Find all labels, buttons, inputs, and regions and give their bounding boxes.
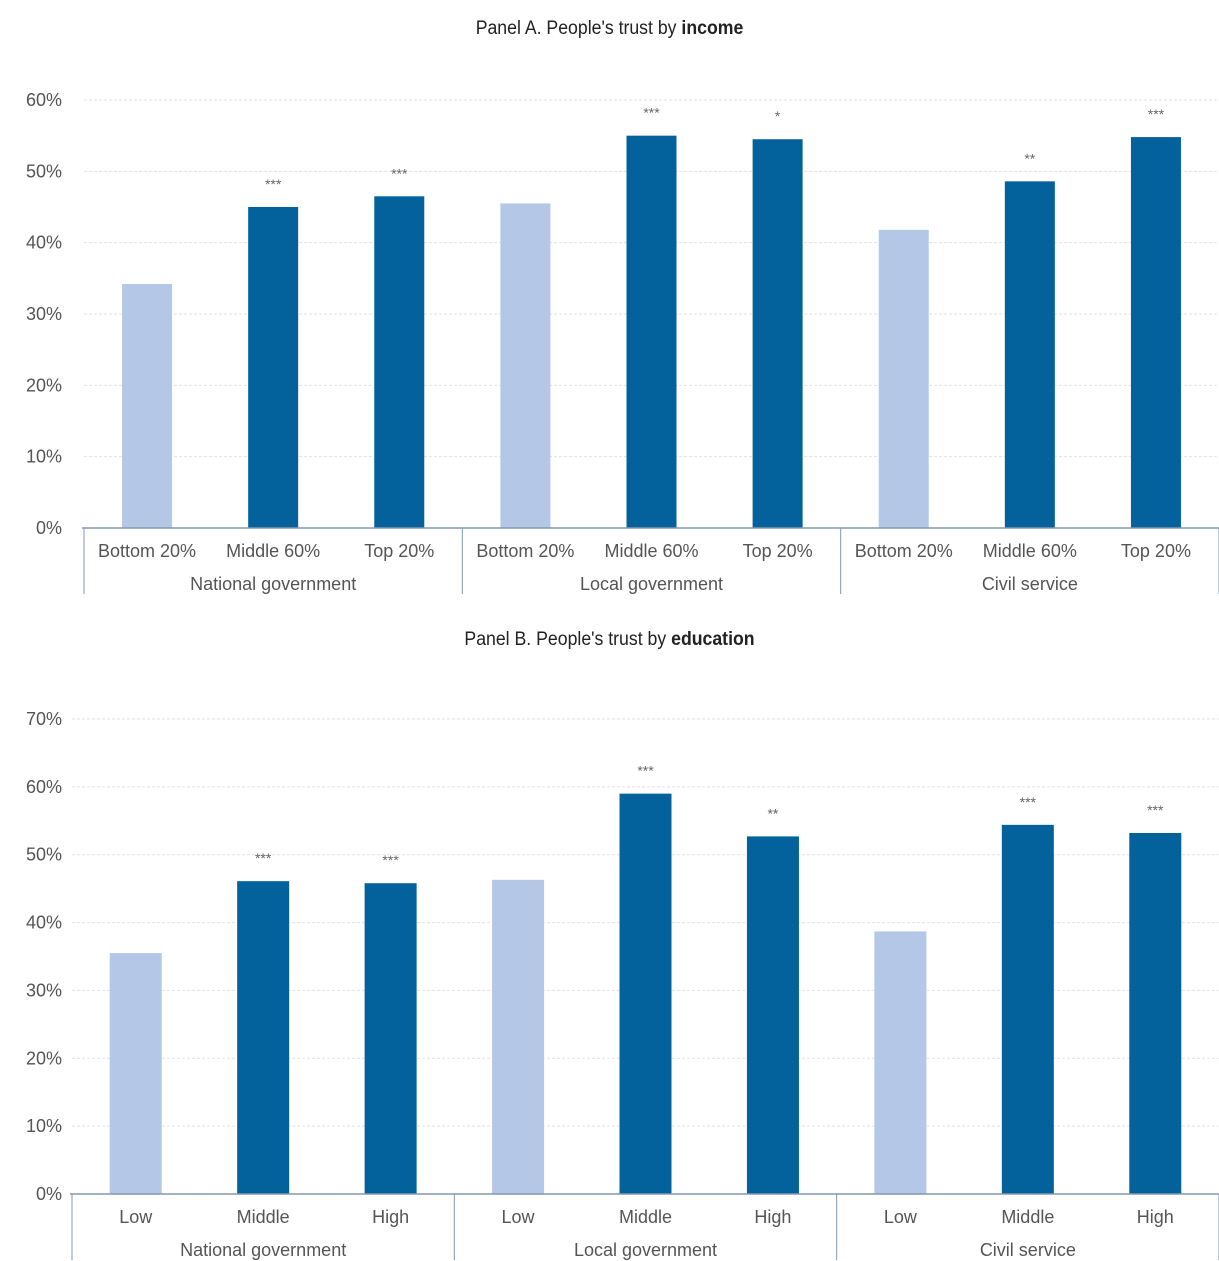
bar — [626, 135, 677, 528]
significance-marker: * — [775, 108, 781, 124]
x-category-label: Middle — [237, 1207, 290, 1227]
bar — [122, 284, 173, 528]
x-category-label: Low — [119, 1207, 153, 1227]
x-group-label: Civil service — [982, 574, 1078, 594]
bar — [237, 881, 290, 1194]
x-category-label: Top 20% — [743, 541, 813, 561]
bar — [1001, 824, 1054, 1194]
significance-marker: *** — [391, 165, 408, 181]
panel-b-title-bold: education — [671, 629, 755, 650]
y-tick-label: 70% — [26, 709, 62, 729]
y-tick-label: 20% — [26, 375, 62, 395]
bar — [878, 229, 929, 528]
panel-b-title: Panel B. People's trust by education — [43, 629, 1177, 651]
bar — [1130, 137, 1181, 529]
x-category-label: Low — [884, 1207, 918, 1227]
significance-marker: *** — [643, 105, 660, 121]
y-tick-label: 0% — [36, 1184, 62, 1204]
significance-marker: *** — [637, 763, 654, 779]
significance-marker: *** — [1020, 794, 1037, 810]
bar — [746, 836, 799, 1194]
chart-income: 0%10%20%30%40%50%60%Bottom 20%***Middle … — [26, 90, 1219, 594]
significance-marker: *** — [255, 850, 272, 866]
x-group-label: Civil service — [980, 1240, 1076, 1260]
bar — [374, 196, 425, 529]
y-tick-label: 10% — [26, 447, 62, 467]
panel-b-title-text: Panel B. People's trust by — [464, 629, 672, 650]
bar — [500, 203, 551, 528]
x-category-label: Middle — [1001, 1207, 1054, 1227]
x-category-label: Low — [502, 1207, 536, 1227]
x-group-label: National government — [190, 574, 356, 594]
significance-marker: *** — [382, 852, 399, 868]
y-tick-label: 50% — [26, 161, 62, 181]
x-group-label: National government — [180, 1240, 346, 1260]
bar — [1129, 833, 1182, 1194]
x-category-label: Middle 60% — [226, 541, 320, 561]
significance-marker: *** — [1148, 106, 1165, 122]
x-category-label: High — [372, 1207, 409, 1227]
y-tick-label: 20% — [26, 1048, 62, 1068]
x-category-label: High — [754, 1207, 791, 1227]
y-tick-label: 50% — [26, 845, 62, 865]
significance-marker: ** — [767, 805, 778, 821]
bar — [619, 793, 672, 1194]
x-category-label: Top 20% — [1121, 541, 1191, 561]
significance-marker: ** — [1024, 150, 1035, 166]
x-category-label: Bottom 20% — [855, 541, 953, 561]
x-category-label: Top 20% — [364, 541, 434, 561]
y-tick-label: 40% — [26, 233, 62, 253]
x-group-label: Local government — [580, 574, 723, 594]
bar — [364, 883, 417, 1194]
x-group-label: Local government — [574, 1240, 717, 1260]
x-category-label: Middle — [619, 1207, 672, 1227]
chart-education: 0% 10% 20% 30% 40% 50% 60% 70% Low *** Middle *** Hi… — [26, 709, 1219, 1260]
y-tick-label: 60% — [26, 777, 62, 797]
y-tick-label: 0% — [36, 518, 62, 538]
significance-marker: *** — [1147, 802, 1164, 818]
x-category-label: Bottom 20% — [476, 541, 574, 561]
bar — [1004, 181, 1055, 528]
y-tick-label: 40% — [26, 913, 62, 933]
y-tick-label: 10% — [26, 1116, 62, 1136]
bar — [248, 207, 299, 528]
y-tick-label: 30% — [26, 980, 62, 1000]
significance-marker: *** — [265, 176, 282, 192]
panel-a-title-text: Panel A. People's trust by — [475, 18, 682, 39]
panel-a-title: Panel A. People's trust by income — [43, 18, 1177, 40]
bar — [874, 931, 927, 1194]
x-category-label: Bottom 20% — [98, 541, 196, 561]
bar — [752, 139, 803, 528]
panel-a-title-bold: income — [681, 18, 744, 39]
y-tick-label: 60% — [26, 90, 62, 110]
x-category-label: High — [1137, 1207, 1174, 1227]
bar — [109, 953, 162, 1194]
x-category-label: Middle 60% — [983, 541, 1077, 561]
x-category-label: Middle 60% — [604, 541, 698, 561]
bar — [492, 879, 545, 1194]
y-tick-label: 30% — [26, 304, 62, 324]
